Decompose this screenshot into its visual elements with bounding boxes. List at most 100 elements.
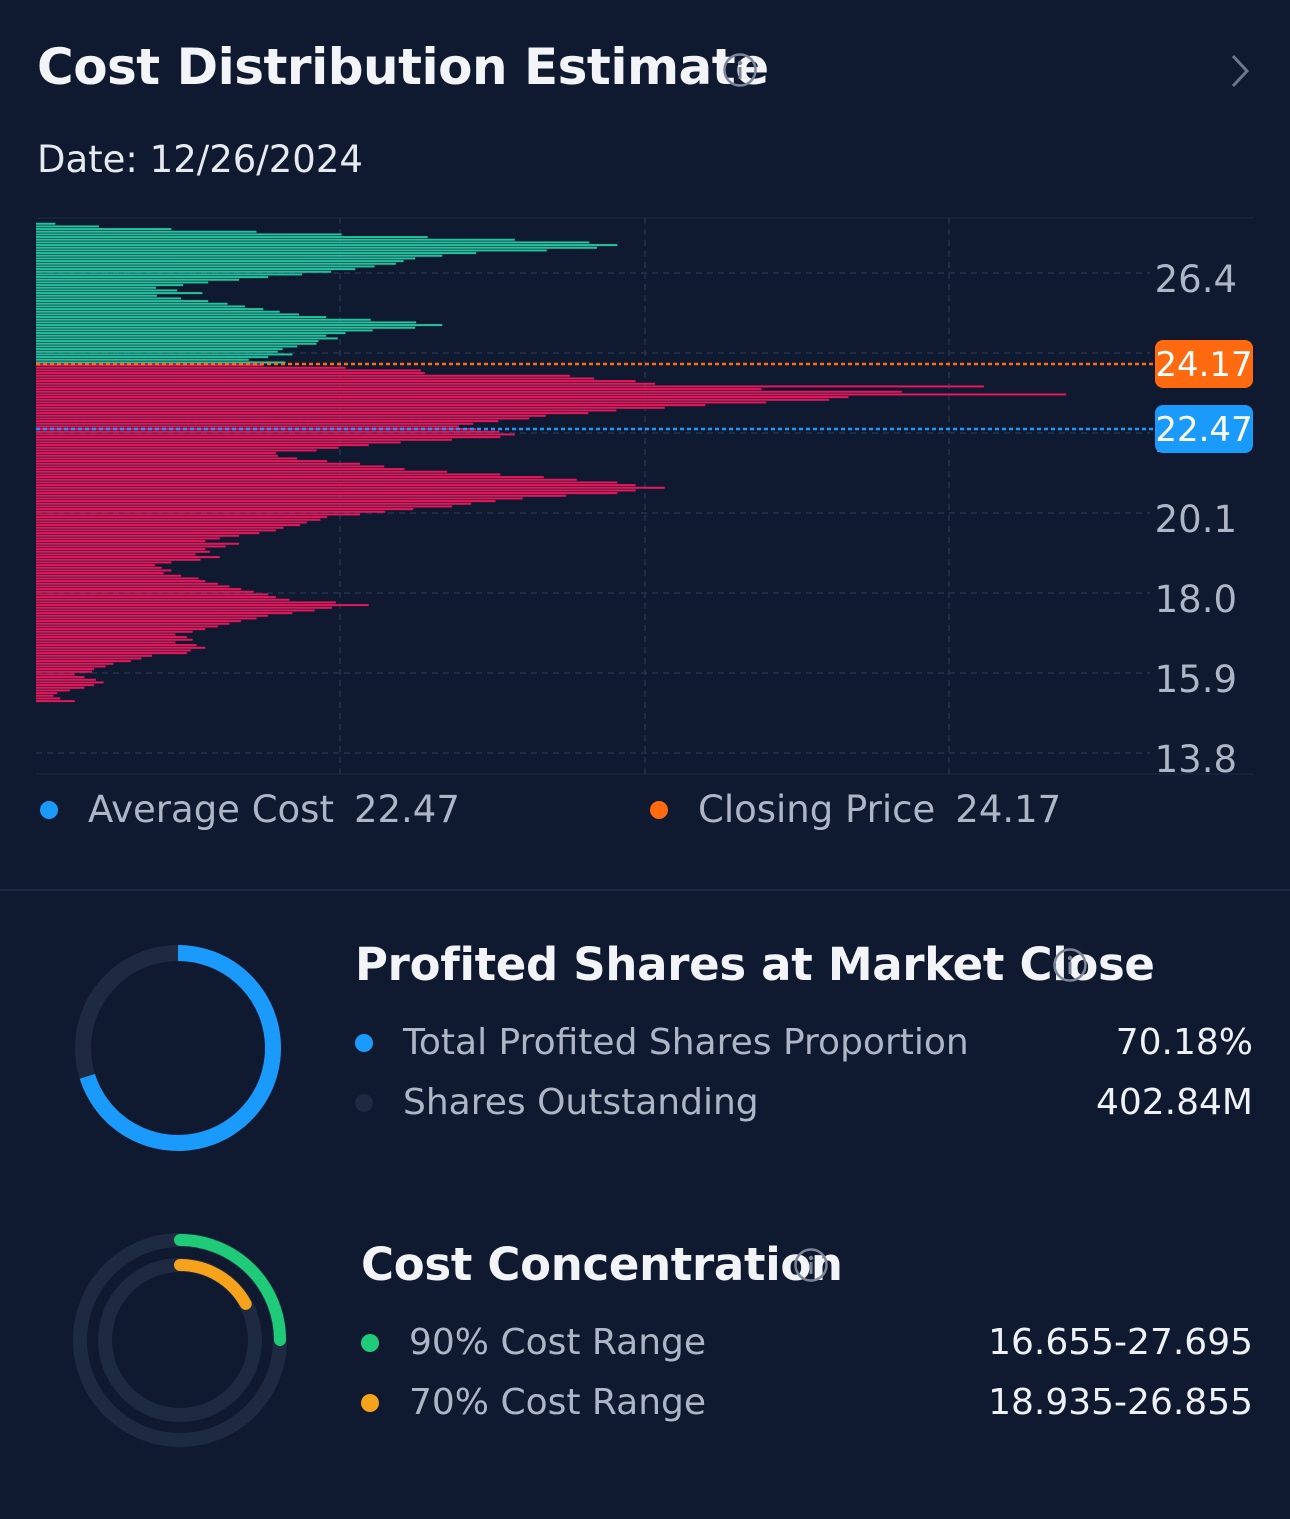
- distribution-bar: [36, 446, 339, 449]
- distribution-bar: [36, 574, 182, 577]
- profited-shares-ring: [75, 945, 281, 1151]
- distribution-bar: [36, 484, 636, 487]
- distribution-bar: [36, 558, 201, 561]
- distribution-bar: [36, 529, 276, 532]
- distribution-bar: [36, 345, 298, 348]
- distribution-bar: [36, 297, 182, 300]
- distribution-bar: [36, 348, 283, 351]
- distribution-bar: [36, 390, 902, 393]
- distribution-bar: [36, 300, 209, 303]
- distribution-bar: [36, 257, 416, 260]
- profited-proportion-dot: [355, 1033, 373, 1052]
- distribution-bar: [36, 596, 276, 599]
- distribution-bar: [36, 305, 245, 308]
- distribution-bar: [36, 404, 706, 407]
- distribution-bar: [36, 644, 197, 647]
- distribution-bar: [36, 388, 762, 391]
- distribution-bar: [36, 441, 401, 444]
- distribution-bar: [36, 577, 199, 580]
- distribution-bar: [36, 353, 293, 356]
- distribution-bar: [36, 252, 477, 255]
- distribution-bar: [36, 550, 211, 553]
- distribution-bar: [36, 540, 206, 543]
- distribution-bar: [36, 684, 95, 687]
- y-tick-label: 20.1: [1155, 498, 1237, 541]
- distribution-bar: [36, 385, 984, 388]
- closing-price-dot: [650, 800, 668, 819]
- legend-closing-price-value: 24.17: [955, 788, 1062, 831]
- distribution-bar: [36, 268, 356, 271]
- profited-arc: [79, 945, 281, 1151]
- distribution-bar: [36, 457, 298, 460]
- distribution-bar: [36, 524, 301, 527]
- distribution-bar: [36, 526, 284, 529]
- distribution-bar: [36, 500, 496, 503]
- distribution-bar: [36, 513, 361, 516]
- distribution-bar: [36, 238, 515, 241]
- distribution-bar: [36, 284, 184, 287]
- info-icon[interactable]: [793, 1247, 829, 1283]
- distribution-bar: [36, 454, 278, 457]
- distribution-bar: [36, 505, 452, 508]
- distribution-bar: [36, 678, 96, 681]
- distribution-bar: [36, 337, 338, 340]
- range-70-value: 18.935-26.855: [988, 1382, 1253, 1423]
- distribution-bar: [36, 369, 421, 372]
- distribution-bar: [36, 372, 425, 375]
- distribution-bar: [36, 401, 767, 404]
- chevron-right-icon[interactable]: [1228, 52, 1252, 90]
- distribution-bar: [36, 326, 416, 329]
- distribution-bar: [36, 356, 269, 359]
- distribution-bar: [36, 308, 264, 311]
- average-cost-dot: [40, 800, 58, 819]
- distribution-bar: [36, 609, 315, 612]
- distribution-bar: [36, 241, 590, 244]
- distribution-bar: [36, 553, 196, 556]
- distribution-bar: [36, 382, 656, 385]
- distribution-bar: [36, 286, 156, 289]
- distribution-bar: [36, 470, 448, 473]
- info-icon[interactable]: [1052, 947, 1088, 983]
- shares-outstanding-value: 402.84M: [1095, 1082, 1253, 1123]
- distribution-bar: [36, 409, 617, 412]
- distribution-bar: [36, 585, 230, 588]
- distribution-bar: [36, 281, 209, 284]
- distribution-bar: [36, 228, 172, 231]
- distribution-bar: [36, 545, 226, 548]
- section-divider: [0, 889, 1290, 891]
- distribution-bar: [36, 436, 501, 439]
- distribution-bar: [36, 593, 269, 596]
- distribution-bar: [36, 366, 346, 369]
- distribution-bar: [36, 222, 56, 225]
- distribution-bar: [36, 676, 85, 679]
- distribution-bar: [36, 273, 302, 276]
- distribution-bars: [36, 222, 1067, 703]
- distribution-bar: [36, 697, 61, 700]
- distribution-bar: [36, 612, 293, 615]
- distribution-bar: [36, 689, 70, 692]
- distribution-bar: [36, 636, 187, 639]
- distribution-bar: [36, 665, 106, 668]
- distribution-bar: [36, 633, 176, 636]
- profited-proportion-row: Total Profited Shares Proportion: [355, 1022, 969, 1063]
- profited-proportion-value: 70.18%: [1115, 1022, 1253, 1063]
- distribution-bar: [36, 657, 142, 660]
- info-icon[interactable]: [722, 52, 758, 88]
- distribution-bar: [36, 340, 319, 343]
- shares-outstanding-label: Shares Outstanding: [403, 1082, 759, 1123]
- distribution-bar: [36, 393, 1067, 396]
- legend-average-cost-label: Average Cost: [88, 788, 334, 831]
- distribution-bar: [36, 313, 300, 316]
- page-title: Cost Distribution Estimate: [37, 38, 769, 96]
- distribution-bar: [36, 289, 178, 292]
- distribution-bar: [36, 414, 546, 417]
- range-70-dot: [361, 1393, 379, 1412]
- range-70-row: 70% Cost Range: [361, 1382, 706, 1423]
- distribution-bar: [36, 686, 85, 689]
- distribution-bar: [36, 534, 240, 537]
- distribution-bar: [36, 262, 396, 265]
- distribution-bar: [36, 302, 228, 305]
- distribution-bar: [36, 294, 157, 297]
- distribution-bar: [36, 590, 254, 593]
